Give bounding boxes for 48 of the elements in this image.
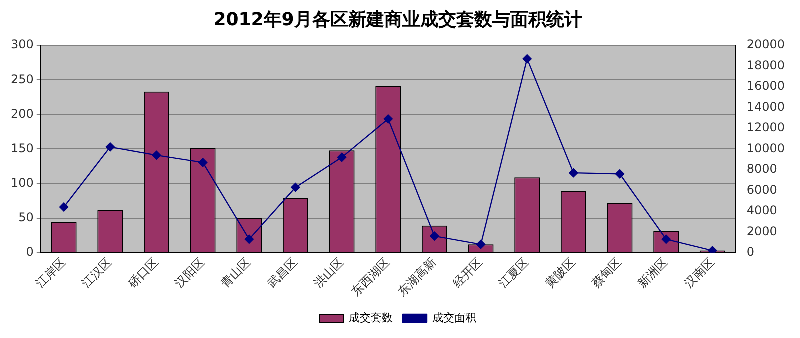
point bbox=[152, 150, 162, 160]
point bbox=[106, 142, 115, 152]
y2-tick-label: 6000 bbox=[746, 182, 778, 197]
x-tick-label: 东西湖区 bbox=[348, 255, 393, 300]
x-tick-label: 江夏区 bbox=[496, 255, 532, 291]
y2-tick-label: 18000 bbox=[746, 58, 786, 72]
y2-tick-label: 20000 bbox=[746, 38, 786, 52]
y-tick-label: 150 bbox=[11, 141, 34, 156]
point bbox=[291, 182, 300, 192]
x-tick-label: 洪山区 bbox=[311, 255, 346, 291]
y-tick-label: 0 bbox=[26, 245, 34, 259]
point bbox=[198, 158, 208, 168]
x-tick-label: 蔡甸区 bbox=[588, 255, 624, 291]
y2-tick-label: 4000 bbox=[746, 204, 778, 218]
y-tick-label: 300 bbox=[11, 38, 34, 52]
y2-tick-label: 0 bbox=[746, 245, 754, 259]
x-tick-label: 江汉区 bbox=[79, 255, 115, 291]
x-tick-label: 经开区 bbox=[450, 255, 486, 291]
point bbox=[384, 114, 393, 124]
point bbox=[476, 240, 486, 250]
y-tick-label: 200 bbox=[11, 106, 34, 121]
point bbox=[708, 246, 718, 253]
x-tick-label: 黄陂区 bbox=[542, 255, 578, 291]
point bbox=[59, 202, 69, 212]
y2-tick-label: 12000 bbox=[746, 120, 786, 135]
x-tick-label: 汉南区 bbox=[682, 255, 717, 291]
x-tick-label: 江岸区 bbox=[33, 255, 68, 291]
legend-label: 成交面积 bbox=[432, 311, 476, 324]
y-tick-label: 100 bbox=[11, 176, 34, 190]
y2-tick-label: 8000 bbox=[746, 162, 778, 176]
x-tick-label: 硚口区 bbox=[124, 255, 162, 292]
x-tick-label: 汉阳区 bbox=[172, 255, 208, 291]
x-tick-label: 东湖高新 bbox=[395, 255, 440, 300]
y2-tick-label: 2000 bbox=[746, 224, 778, 238]
point bbox=[337, 152, 347, 162]
point bbox=[615, 170, 625, 179]
y2-tick-label: 10000 bbox=[746, 141, 786, 156]
y-tick-label: 250 bbox=[11, 72, 34, 86]
x-tick-label: 青山区 bbox=[218, 255, 254, 291]
y-tick-label: 50 bbox=[18, 210, 34, 224]
x-tick-label: 新洲区 bbox=[635, 255, 671, 291]
x-tick-label: 武昌区 bbox=[264, 255, 300, 291]
point bbox=[522, 54, 532, 64]
point bbox=[569, 168, 578, 178]
y2-tick-label: 16000 bbox=[746, 79, 786, 94]
legend-label: 成交套数 bbox=[349, 311, 393, 324]
chart-title: 2012年9月各区新建商业成交套数与面积统计 bbox=[214, 9, 582, 30]
y2-tick-label: 14000 bbox=[746, 100, 786, 114]
